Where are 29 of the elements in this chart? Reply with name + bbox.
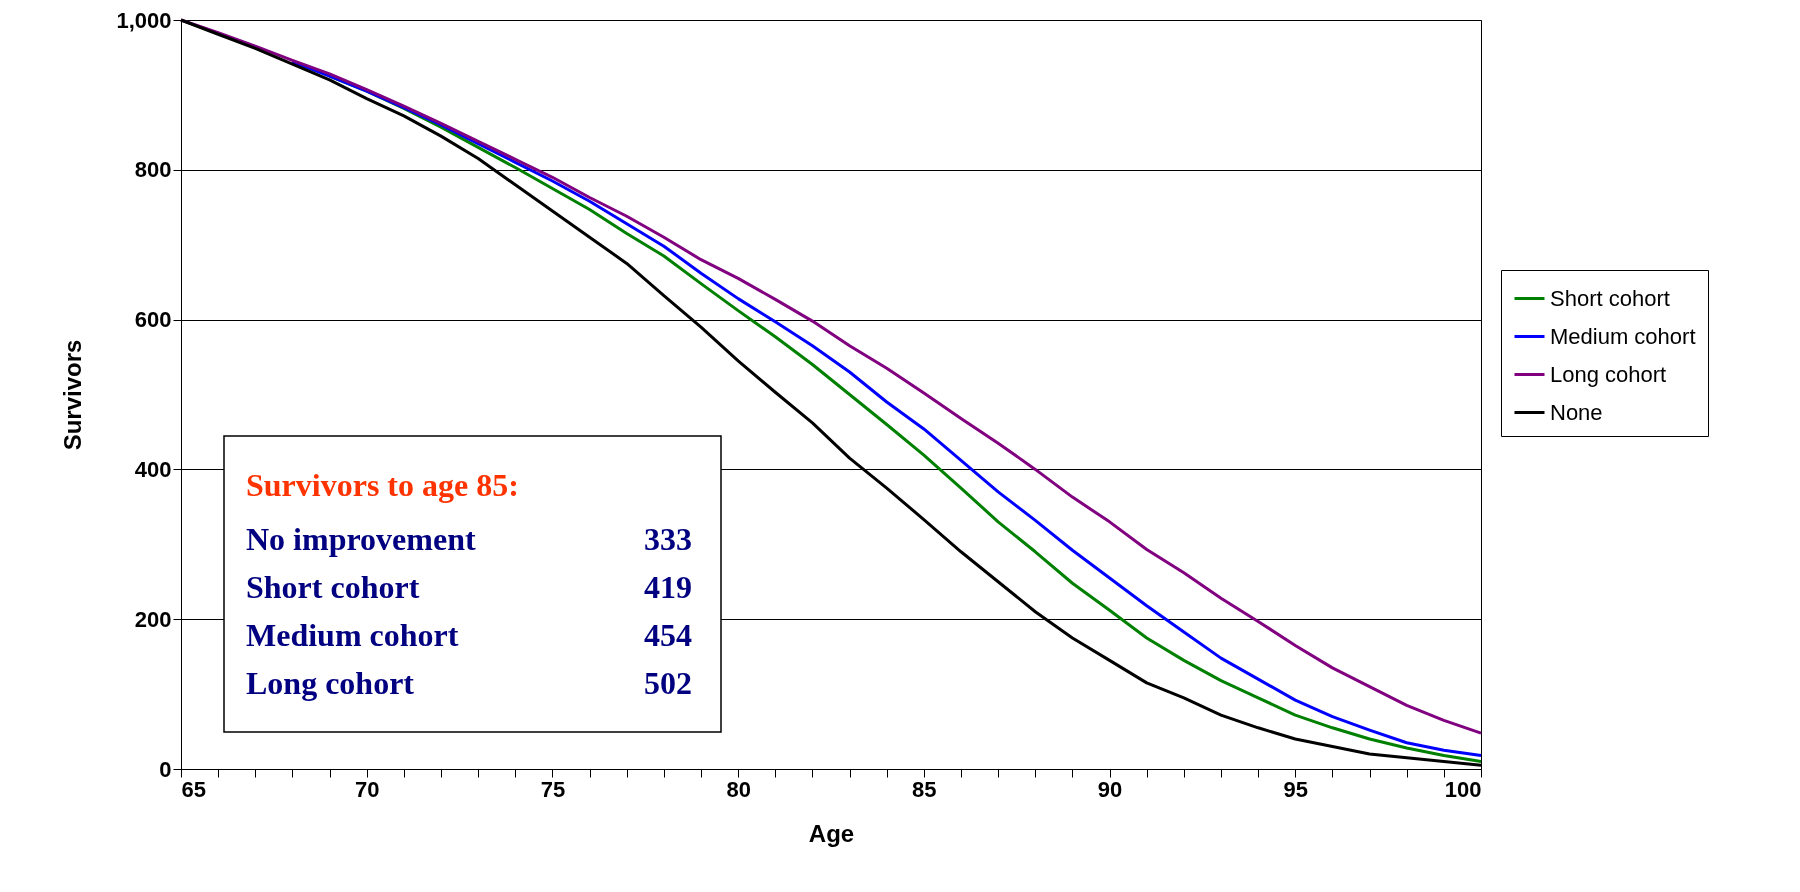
annotation: Medium cohort [246,617,459,653]
x-tick-label: 95 [1283,776,1309,802]
x-tick-label: 75 [540,776,566,802]
y-tick-label: 600 [134,307,172,333]
y-tick-label: 800 [134,157,172,183]
y-tick-label: 400 [134,456,172,482]
x-tick-label: 65 [181,776,206,802]
y-tick-label: 200 [134,606,172,632]
y-axis-title: Survivors [59,339,87,451]
annotation: Long cohort [246,665,415,701]
annotation: 502 [644,665,692,701]
legend-label: Long cohort [1550,361,1667,387]
annotation: No improvement [246,521,476,557]
legend-label: Short cohort [1550,285,1670,311]
annotation: Survivors to age 85: [246,467,519,503]
x-tick-label: 80 [726,776,751,802]
annotation: 454 [644,617,692,653]
x-tick-label: 100 [1444,776,1482,802]
x-axis-title: Age [808,819,855,847]
y-tick-label: 0 [159,756,172,782]
annotation: 419 [644,569,692,605]
annotation: 333 [644,521,692,557]
annotation: Short cohort [246,569,420,605]
y-tick-label: 1,000 [116,7,172,33]
legend-label: None [1550,399,1603,425]
x-tick-label: 85 [912,776,937,802]
legend-label: Medium cohort [1550,323,1696,349]
x-tick-label: 70 [354,776,380,802]
x-tick-label: 90 [1097,776,1123,802]
